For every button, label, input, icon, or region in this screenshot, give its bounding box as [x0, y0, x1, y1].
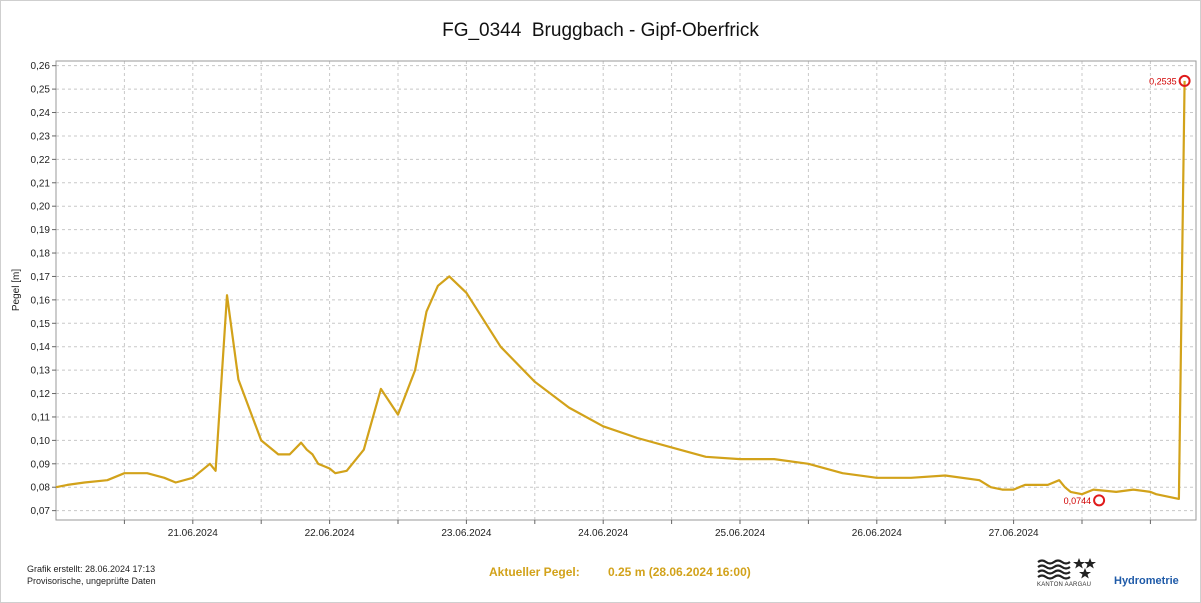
- marker-label-min: 0,0744: [1064, 496, 1092, 506]
- y-tick-label: 0,19: [31, 225, 51, 236]
- y-axis-label: Pegel [m]: [11, 269, 22, 311]
- x-tick-label: 21.06.2024: [168, 528, 218, 539]
- x-tick-label: 22.06.2024: [305, 528, 355, 539]
- y-tick-label: 0,15: [31, 319, 51, 330]
- y-tick-label: 0,20: [31, 202, 51, 213]
- current-level-label: Aktueller Pegel:: [489, 565, 580, 579]
- y-tick-label: 0,13: [31, 366, 51, 377]
- footer-left: Grafik erstellt: 28.06.2024 17:13 Provis…: [27, 563, 156, 587]
- y-tick-label: 0,22: [31, 155, 51, 166]
- y-tick-label: 0,18: [31, 249, 51, 260]
- y-tick-label: 0,16: [31, 295, 51, 306]
- marker-min: [1093, 494, 1106, 507]
- marker-label-max: 0,2535: [1149, 76, 1177, 86]
- y-tick-label: 0,23: [31, 131, 51, 142]
- y-axis: 0,07 0,08 0,09 0,10 0,11 0,12 0,13 0,14 0,15 0,16…: [31, 61, 56, 517]
- x-tick-label: 26.06.2024: [852, 528, 902, 539]
- y-tick-label: 0,08: [31, 483, 51, 494]
- y-tick-label: 0,24: [31, 108, 51, 119]
- hydrometrie-brand: Hydrometrie: [1114, 575, 1179, 587]
- y-tick-label: 0,17: [31, 272, 51, 283]
- y-tick-label: 0,10: [31, 436, 51, 447]
- y-tick-label: 0,14: [31, 342, 51, 353]
- y-tick-label: 0,26: [31, 61, 51, 72]
- marker-max: [1178, 74, 1191, 87]
- canton-aargau-logo-icon: [1037, 558, 1096, 580]
- canton-caption: KANTON AARGAU: [1037, 582, 1092, 588]
- y-tick-label: 0,12: [31, 389, 51, 400]
- grid-layer: [56, 61, 1196, 520]
- current-level-value: 0.25 m (28.06.2024 16:00): [608, 565, 751, 579]
- x-tick-label: 25.06.2024: [715, 528, 765, 539]
- series-line-pegel: [55, 80, 1186, 500]
- data-note: Provisorische, ungeprüfte Daten: [27, 576, 156, 586]
- y-tick-label: 0,21: [31, 178, 51, 189]
- created-timestamp: Grafik erstellt: 28.06.2024 17:13: [27, 564, 156, 574]
- y-tick-label: 0,07: [31, 506, 51, 517]
- y-tick-label: 0,25: [31, 85, 51, 96]
- x-tick-label: 23.06.2024: [441, 528, 491, 539]
- annotations-layer: 0,0744 0,2535: [1064, 74, 1191, 507]
- x-axis: 21.06.2024 22.06.2024 23.06.2024 24.06.2024…: [123, 520, 1151, 539]
- x-tick-label: 27.06.2024: [989, 528, 1039, 539]
- x-tick-label: 24.06.2024: [578, 528, 628, 539]
- y-tick-label: 0,09: [31, 459, 51, 470]
- chart-title: FG_0344 Bruggbach - Gipf-Oberfrick: [442, 20, 759, 41]
- plot-border: [55, 60, 1197, 521]
- y-tick-label: 0,11: [31, 412, 50, 423]
